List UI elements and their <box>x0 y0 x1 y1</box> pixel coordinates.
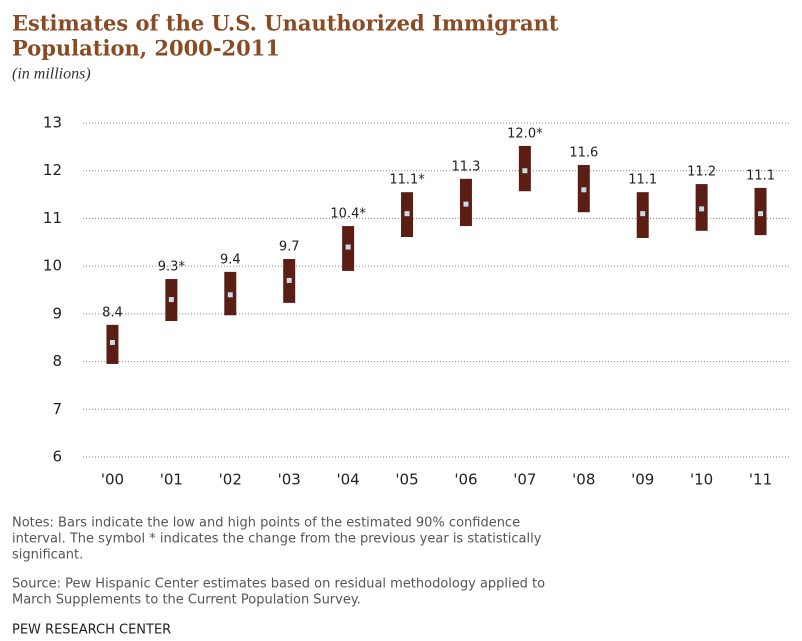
estimate-point <box>345 244 351 250</box>
value-label: 11.6 <box>569 145 598 160</box>
x-tick-label: '00 <box>101 471 124 489</box>
source: March Supplements to the Current Populat… <box>12 593 361 608</box>
estimate-point <box>758 211 764 217</box>
estimate-point <box>640 211 646 217</box>
x-tick-label: '09 <box>631 471 654 489</box>
estimate-point <box>286 277 292 283</box>
estimate-point <box>109 339 115 345</box>
estimate-point <box>522 168 528 174</box>
estimate-point <box>581 187 587 193</box>
x-tick-label: '06 <box>454 471 477 489</box>
value-label: 11.1 <box>746 168 775 183</box>
subtitle: (in millions) <box>12 66 91 83</box>
estimate-point <box>168 297 174 303</box>
y-tick-label: 8 <box>52 352 62 370</box>
x-tick-label: '11 <box>749 471 772 489</box>
value-label: 9.3* <box>158 260 186 275</box>
x-tick-label: '03 <box>278 471 301 489</box>
estimate-point <box>404 211 410 217</box>
estimate-point <box>227 292 233 298</box>
x-tick-label: '05 <box>395 471 418 489</box>
y-tick-label: 10 <box>43 257 62 275</box>
note: Notes: Bars indicate the low and high po… <box>12 516 520 531</box>
value-label: 9.7 <box>279 239 300 254</box>
x-tick-label: '08 <box>572 471 595 489</box>
y-tick-label: 9 <box>52 304 62 322</box>
value-label: 11.3 <box>451 159 480 174</box>
credit: PEW RESEARCH CENTER <box>12 623 171 638</box>
y-tick-label: 6 <box>52 448 62 466</box>
value-label: 12.0* <box>507 126 543 141</box>
value-label: 8.4 <box>102 305 123 320</box>
value-label: 11.1* <box>389 173 425 188</box>
x-tick-label: '04 <box>337 471 360 489</box>
y-tick-label: 13 <box>43 114 62 132</box>
x-tick-label: '07 <box>513 471 536 489</box>
x-tick-label: '10 <box>690 471 713 489</box>
chart-title: Estimates of the U.S. Unauthorized Immig… <box>12 11 559 36</box>
chart-title: Population, 2000-2011 <box>12 36 280 61</box>
x-tick-label: '02 <box>219 471 242 489</box>
y-tick-label: 7 <box>52 400 62 418</box>
estimate-point <box>699 206 705 212</box>
y-tick-label: 12 <box>43 161 62 179</box>
value-label: 11.2 <box>687 165 716 180</box>
note: significant. <box>12 548 83 563</box>
estimate-point <box>463 201 469 207</box>
y-tick-label: 11 <box>43 209 62 227</box>
note: interval. The symbol * indicates the cha… <box>12 532 542 547</box>
value-label: 11.1 <box>628 173 657 188</box>
value-label: 9.4 <box>220 252 241 267</box>
x-tick-label: '01 <box>160 471 183 489</box>
value-label: 10.4* <box>330 207 366 222</box>
source: Source: Pew Hispanic Center estimates ba… <box>12 577 545 592</box>
